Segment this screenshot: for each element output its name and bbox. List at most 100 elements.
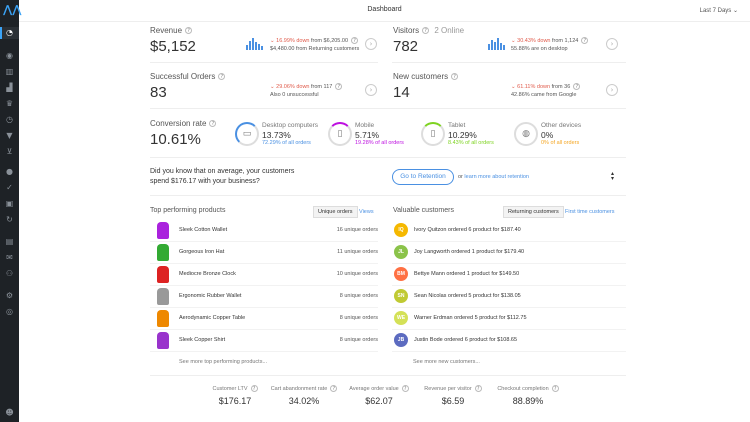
app-logo[interactable]: ⋀⋀	[3, 3, 22, 16]
new-customers-change: ⌄ 61.11% down from 36? 42.86% came from G…	[511, 83, 581, 99]
see-more-customers-link[interactable]: See more new customers...	[413, 359, 480, 365]
funnel-icon[interactable]: ▼	[6, 131, 13, 140]
avatar: JL	[394, 245, 408, 259]
customer-row[interactable]: JB Justin Bode ordered 6 product for $108…	[392, 330, 626, 352]
globe-icon: ◍	[514, 122, 538, 146]
help-icon[interactable]: ?	[185, 27, 193, 35]
unique-orders-tab[interactable]: Unique orders	[313, 206, 358, 218]
help-icon[interactable]: ?	[335, 83, 343, 91]
customers-title: Valuable customers	[393, 207, 454, 214]
returning-customers-tab[interactable]: Returning customers	[503, 206, 564, 218]
revenue-value: $5,152	[150, 38, 196, 55]
scroll-arrows-icon[interactable]: ▴ ▾	[611, 171, 615, 182]
help-icon[interactable]: ?	[351, 37, 359, 45]
chevron-right-icon[interactable]: ›	[606, 84, 618, 96]
product-row[interactable]: Ergonomic Rubber Wallet 8 unique orders	[150, 286, 378, 308]
tablet-icon: ▯	[421, 122, 445, 146]
divider	[150, 157, 626, 158]
product-thumbnail	[157, 244, 169, 261]
help-icon[interactable]: ◎	[6, 307, 13, 316]
visitors-value: 782	[393, 38, 419, 55]
visitors-sparkline-icon	[488, 38, 506, 50]
customer-row[interactable]: SN Sean Nicolas ordered 5 product for $13…	[392, 286, 626, 308]
account-icon[interactable]: ☻	[5, 408, 14, 417]
divider	[150, 62, 378, 63]
gauge-icon[interactable]: ◔	[0, 27, 19, 39]
help-icon[interactable]: ?	[422, 27, 430, 35]
views-tab[interactable]: Views	[359, 209, 374, 215]
product-row[interactable]: Mediocre Bronze Clock 10 unique orders	[150, 264, 378, 286]
product-row[interactable]: Sleek Cotton Wallet 16 unique orders	[150, 220, 378, 242]
first-time-customers-tab[interactable]: First time customers	[565, 209, 615, 215]
see-more-products-link[interactable]: See more top performing products...	[179, 359, 268, 365]
layout-icon[interactable]: ▤	[5, 237, 14, 246]
avatar: IQ	[394, 223, 408, 237]
retention-link-row: or learn more about retention	[458, 174, 529, 180]
chevron-right-icon[interactable]: ›	[365, 84, 377, 96]
product-row[interactable]: Gorgeous Iron Hat 11 unique orders	[150, 242, 378, 264]
online-count: 2 Online	[434, 26, 465, 35]
product-thumbnail	[157, 288, 169, 305]
refresh-icon[interactable]: ↻	[6, 215, 13, 224]
topbar: Dashboard Last 7 Days ⌄	[19, 0, 750, 22]
avatar: WE	[394, 311, 408, 325]
help-icon[interactable]: ?	[209, 120, 217, 128]
mail-icon[interactable]: ✉	[6, 253, 13, 262]
help-icon[interactable]: ?	[573, 83, 581, 91]
trophy-icon[interactable]: ♛	[5, 99, 14, 108]
go-to-retention-button[interactable]: Go to Retention	[392, 169, 454, 185]
metric-checkout-completion: Checkout completion? 88.89%	[494, 385, 562, 406]
product-thumbnail	[157, 266, 169, 283]
date-range-dropdown[interactable]: Last 7 Days ⌄	[700, 7, 738, 14]
orders-label: Successful Orders?	[150, 72, 226, 81]
help-icon: ?	[474, 385, 482, 392]
customer-row[interactable]: BM Bettye Mann ordered 1 product for $149…	[392, 264, 626, 286]
product-thumbnail	[157, 332, 169, 349]
customer-row[interactable]: IQ Ivory Quitzon ordered 6 product for $1…	[392, 220, 626, 242]
retention-message: Did you know that on average, your custo…	[150, 168, 295, 185]
clock-icon[interactable]: ◷	[6, 115, 13, 124]
chevron-right-icon[interactable]: ›	[606, 38, 618, 50]
customer-row[interactable]: JL Joy Langworth ordered 1 product for $1…	[392, 242, 626, 264]
product-row[interactable]: Sleek Copper Shirt 8 unique orders	[150, 330, 378, 352]
gear-icon[interactable]: ⚙	[5, 291, 14, 300]
avatar: BM	[394, 267, 408, 281]
divider	[150, 195, 626, 196]
chat-icon[interactable]: ▣	[5, 199, 14, 208]
help-icon[interactable]: ?	[451, 73, 459, 81]
eye-icon[interactable]: ◉	[6, 51, 13, 60]
chevron-down-icon: ⌄	[732, 8, 738, 14]
new-customers-value: 14	[393, 84, 410, 101]
cart-icon[interactable]: ⊻	[6, 147, 13, 156]
conversion-value: 10.61%	[150, 131, 201, 148]
arrow-down-icon: ⌄	[511, 84, 518, 90]
help-icon[interactable]: ?	[218, 73, 226, 81]
check-icon[interactable]: ✓	[6, 183, 13, 192]
desktop-icon: ▭	[235, 122, 259, 146]
bar-chart-icon[interactable]: ▥	[5, 67, 14, 76]
arrow-down-icon: ⌄	[511, 38, 518, 44]
revenue-change: ⌄ 16.99% down from $6,205.00? $4,480.00 f…	[270, 37, 360, 52]
revenue-sparkline-icon	[246, 38, 264, 50]
revenue-label: Revenue?	[150, 26, 193, 35]
product-row[interactable]: Aerodynamic Copper Table 8 unique orders	[150, 308, 378, 330]
help-icon: ?	[330, 385, 338, 392]
avatar: SN	[394, 289, 408, 303]
orders-value: 83	[150, 84, 167, 101]
arrow-down-icon: ⌄	[270, 38, 277, 44]
visitors-change: ⌄ 30.43% down from 1,124? 55.88% are on d…	[511, 37, 589, 53]
metric-revenue-per-visitor: Revenue per visitor? $6.59	[420, 385, 486, 406]
user-icon[interactable]: ●	[6, 167, 13, 176]
avatar: JB	[394, 333, 408, 347]
customer-row[interactable]: WE Warner Erdman ordered 5 product for $1…	[392, 308, 626, 330]
learn-more-retention-link[interactable]: learn more about retention	[464, 174, 529, 180]
visitors-label: Visitors? 2 Online	[393, 26, 465, 35]
stairs-icon[interactable]: ▟	[6, 83, 13, 92]
help-icon[interactable]: ?	[581, 37, 589, 45]
chevron-right-icon[interactable]: ›	[365, 38, 377, 50]
orders-change: ⌄ 29.06% down from 117? Also 0 unsuccessf…	[270, 83, 343, 99]
group-icon[interactable]: ⚇	[5, 269, 14, 278]
date-range-label: Last 7 Days	[699, 8, 732, 14]
help-icon: ?	[250, 385, 258, 392]
arrow-down-icon: ⌄	[270, 84, 277, 90]
